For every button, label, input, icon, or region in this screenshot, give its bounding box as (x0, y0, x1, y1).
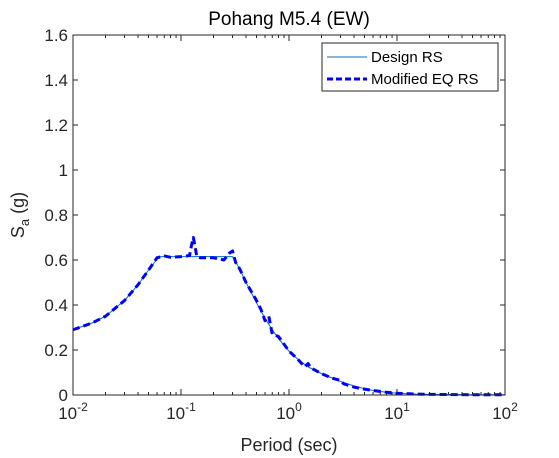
y-tick-label: 0.4 (44, 296, 68, 315)
y-tick-label: 0.8 (44, 206, 68, 225)
x-tick-label-exponent: 1 (403, 400, 410, 414)
x-tick-label: 10-2 (58, 400, 88, 423)
plot-frame (72, 34, 506, 396)
plot-area (73, 35, 505, 395)
y-tick-label: 1.4 (44, 71, 68, 90)
x-tick-label-base: 10 (492, 404, 511, 423)
x-tick-label-base: 10 (384, 404, 403, 423)
x-tick-label-base: 10 (276, 404, 295, 423)
x-tick-label-exponent: 2 (511, 400, 518, 414)
x-tick-label-exponent: 0 (295, 400, 302, 414)
y-axis-label-main: S (8, 226, 28, 238)
y-tick-label: 0.6 (44, 251, 68, 270)
chart-title: Pohang M5.4 (EW) (208, 9, 370, 30)
x-axis-label: Period (sec) (240, 435, 337, 455)
y-axis-label-unit: (g) (8, 192, 28, 219)
y-tick-label: 0.2 (44, 341, 68, 360)
series-line-modified-eq-rs (72, 236, 505, 397)
x-tick-label-exponent: -1 (185, 400, 196, 414)
series-layer (72, 236, 505, 397)
y-tick-label: 1.2 (44, 116, 68, 135)
x-tick-label: 10-1 (166, 400, 196, 423)
legend-label-modified-eq-rs: Modified EQ RS (371, 71, 479, 88)
x-tick-label: 100 (276, 400, 302, 423)
x-tick-label-exponent: -2 (77, 400, 88, 414)
x-tick-label-base: 10 (58, 404, 77, 423)
legend-box (321, 42, 499, 92)
y-tick-label: 1.6 (44, 26, 68, 45)
legend-label-design-rs: Design RS (371, 49, 443, 66)
x-tick-label-base: 10 (166, 404, 185, 423)
x-tick-label: 101 (384, 400, 410, 423)
y-axis-label-sub: a (17, 218, 32, 226)
x-tick-label: 102 (492, 400, 518, 423)
ticks-layer: 00.20.40.60.811.21.41.610-2 10-1 100 101 102 (44, 26, 518, 423)
y-tick-label: 1 (59, 161, 68, 180)
y-axis-label: Sa (g) (8, 192, 32, 238)
legend: Design RS Modified EQ RS (321, 42, 499, 92)
y-tick-label: 0 (59, 386, 68, 405)
